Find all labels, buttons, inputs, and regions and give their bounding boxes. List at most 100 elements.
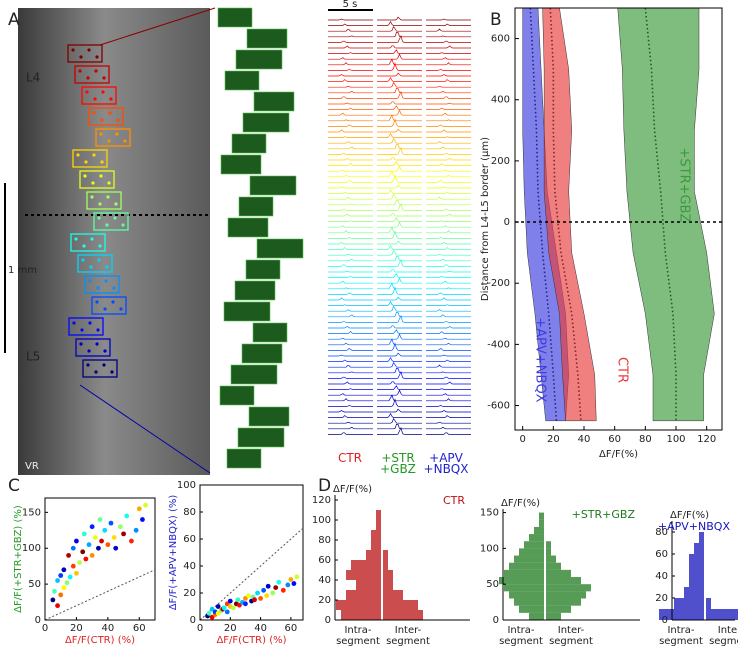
trace — [426, 62, 471, 66]
intra-bin — [341, 610, 381, 620]
trace — [377, 118, 422, 127]
segment-box — [84, 275, 120, 294]
cell-dot — [80, 328, 84, 332]
trace — [377, 174, 422, 183]
inter-bin — [383, 600, 418, 610]
trace — [426, 230, 471, 234]
thumbnail — [219, 385, 255, 406]
thumbnail — [249, 175, 297, 196]
thumbnail — [226, 448, 262, 469]
trace — [377, 408, 422, 413]
point — [81, 531, 87, 537]
point — [221, 605, 227, 611]
trace — [426, 342, 471, 346]
trace — [328, 304, 373, 306]
cell-dot — [103, 349, 107, 353]
cell-dot — [95, 300, 99, 304]
link-line — [79, 384, 211, 474]
point — [294, 574, 300, 580]
trace — [426, 309, 471, 312]
trace — [426, 409, 471, 413]
trace — [377, 105, 422, 110]
inter-bin — [383, 610, 423, 620]
cell-dot — [91, 181, 95, 185]
trace — [328, 275, 373, 278]
point — [265, 583, 271, 589]
trace — [328, 365, 373, 368]
trace — [328, 73, 373, 77]
trace — [328, 69, 373, 71]
point — [52, 588, 57, 594]
trace — [328, 18, 373, 21]
segment-box — [77, 254, 113, 273]
cell-dot — [95, 55, 99, 59]
trace — [426, 253, 471, 256]
trace — [426, 376, 471, 379]
panel-label: C — [8, 476, 20, 496]
cell-dot — [90, 195, 94, 199]
trace — [426, 174, 471, 178]
intra-bin — [514, 598, 544, 606]
cell-dot — [101, 90, 105, 94]
trace — [328, 119, 373, 122]
point — [55, 603, 60, 609]
y-tick-label: 60 — [183, 534, 196, 545]
trace — [377, 25, 422, 32]
point — [86, 542, 92, 548]
axes-frame — [44, 497, 156, 621]
trace — [377, 258, 422, 267]
y-tick-label: 400 — [491, 95, 510, 106]
trace — [426, 57, 471, 60]
time-label: 5 s — [343, 0, 358, 10]
thumbnail — [230, 364, 278, 385]
trace — [426, 314, 471, 318]
intra-bin — [684, 587, 704, 598]
point — [129, 538, 134, 544]
trace — [328, 225, 373, 228]
trace — [328, 241, 373, 245]
x-tick-label: 20 — [224, 623, 237, 634]
x-tick-label: 40 — [578, 434, 591, 445]
y-tick-label: 0 — [493, 615, 499, 626]
trace — [377, 244, 422, 250]
thumbnail — [252, 322, 288, 343]
trace — [377, 249, 422, 256]
label: Intra-segment — [659, 625, 703, 647]
label: CTR — [338, 451, 362, 465]
label-line: +APV — [429, 451, 464, 465]
trace — [328, 405, 373, 407]
y-axis-label: ΔF/F(%) — [333, 484, 372, 495]
trace — [426, 398, 471, 402]
trace — [377, 325, 422, 329]
label-line: segment — [336, 636, 380, 647]
trace — [426, 326, 471, 329]
cell-dot — [76, 153, 80, 157]
trace — [426, 247, 471, 250]
segment-box — [74, 65, 110, 84]
thumbnail — [237, 427, 285, 448]
point — [261, 587, 267, 593]
trace — [426, 304, 471, 306]
inter-bin — [546, 569, 571, 578]
thumbnail — [256, 238, 304, 259]
trace — [377, 381, 422, 385]
intra-bin — [351, 560, 381, 570]
point — [288, 577, 294, 582]
trace — [328, 45, 373, 49]
trace — [377, 128, 422, 133]
cell-dot — [102, 363, 106, 367]
intra-bin — [534, 526, 544, 535]
inter-bin — [546, 541, 551, 549]
trace — [377, 286, 422, 295]
identity-line — [199, 527, 304, 621]
y-tick-label: 20 — [183, 588, 196, 599]
trace — [426, 292, 471, 295]
label-line: segment — [549, 636, 593, 647]
label-line: segment — [386, 636, 430, 647]
cell-dot — [71, 48, 75, 52]
label: Inter-segment — [709, 625, 738, 647]
trace — [426, 276, 471, 278]
intra-bin — [529, 534, 544, 542]
y-tick-label: 60 — [318, 555, 331, 566]
point — [224, 609, 230, 615]
